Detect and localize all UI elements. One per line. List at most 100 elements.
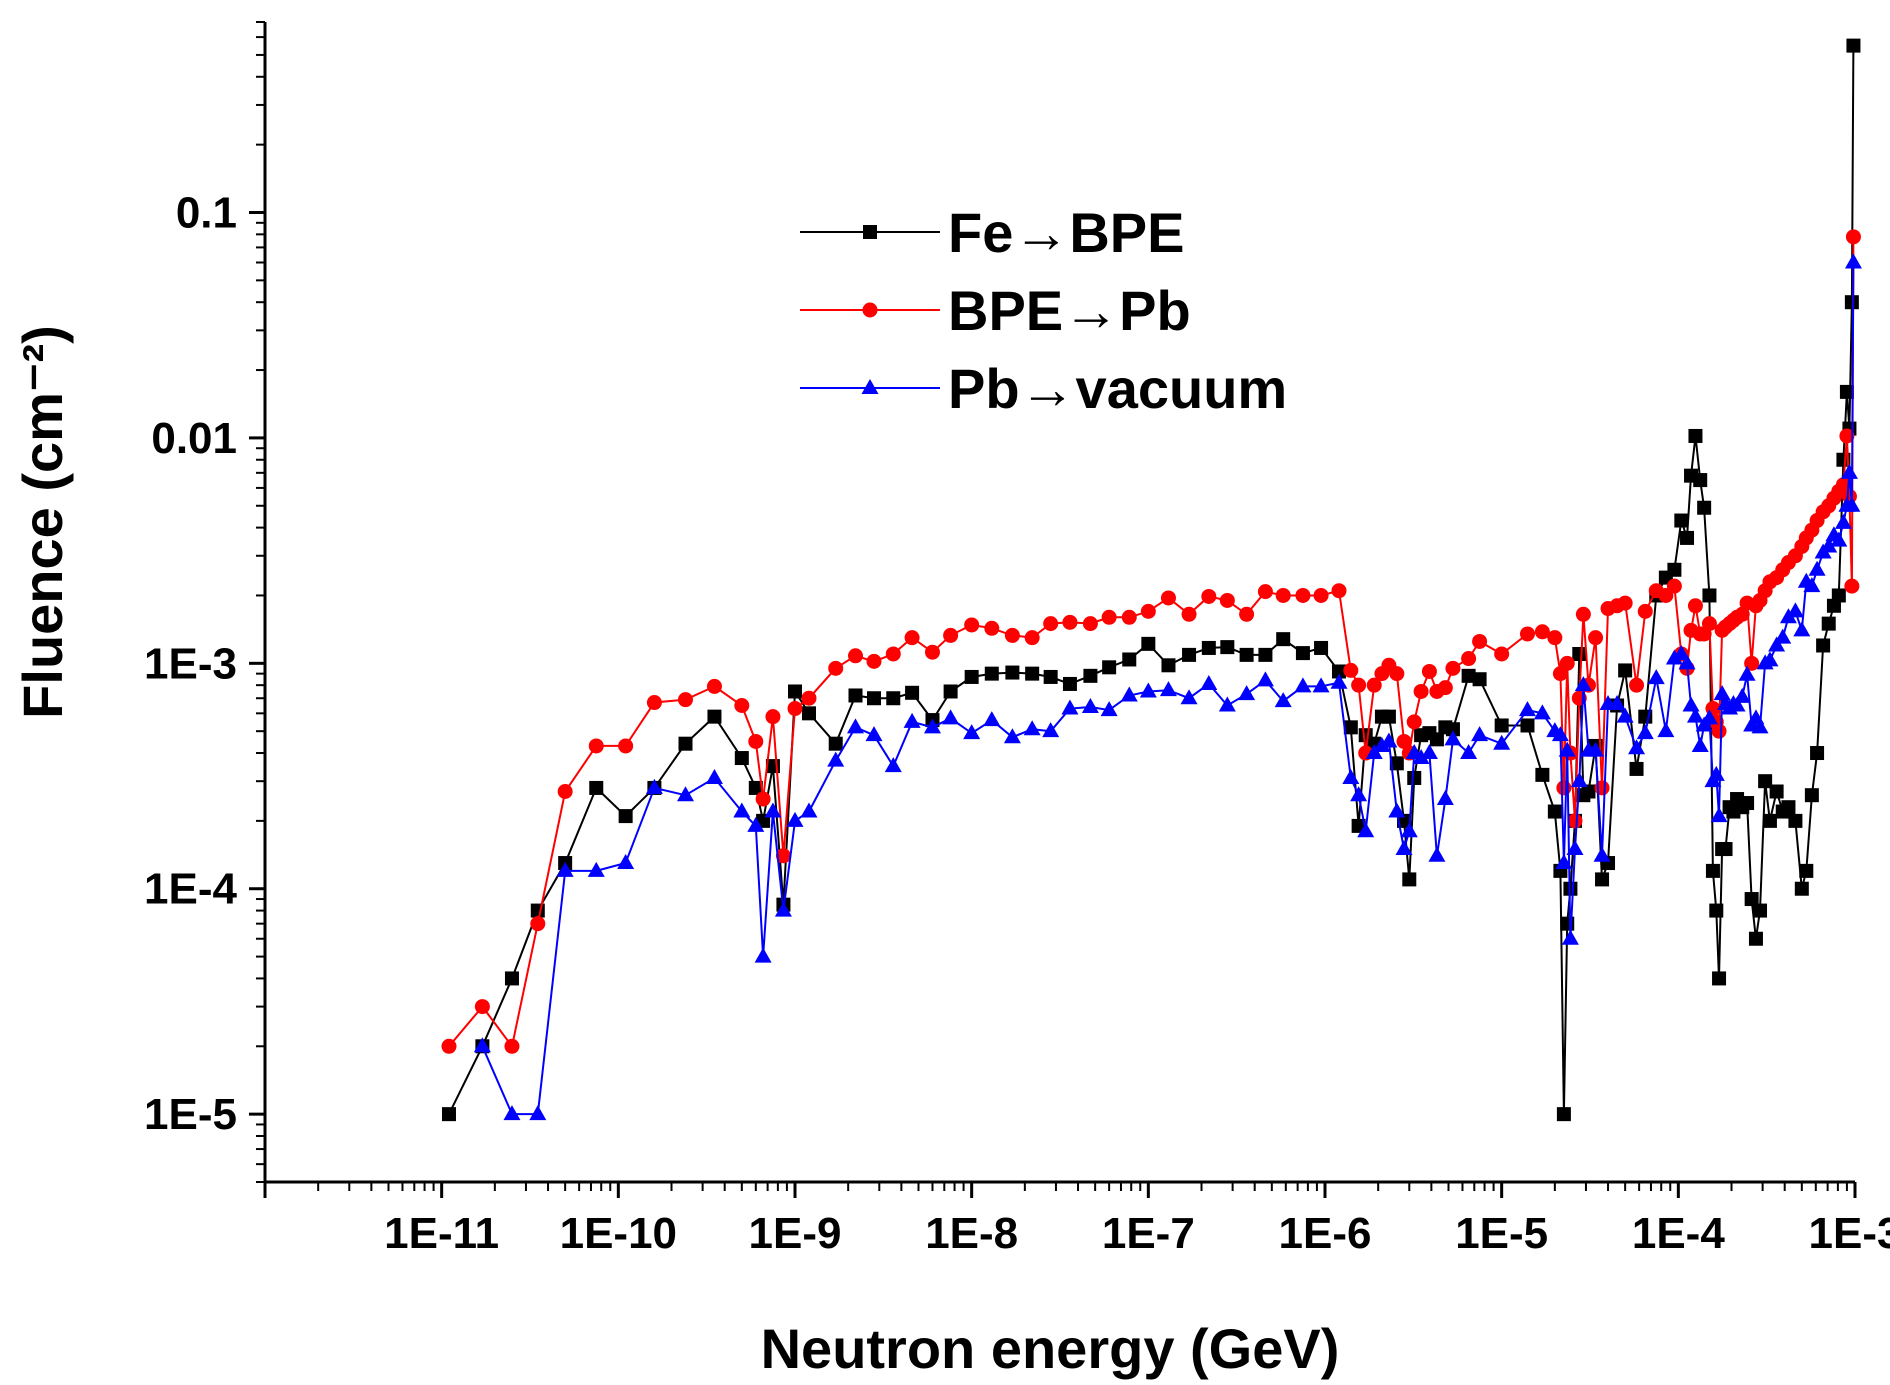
data-point bbox=[1437, 680, 1453, 696]
data-point bbox=[588, 738, 604, 754]
data-point bbox=[1629, 677, 1645, 693]
data-point bbox=[1330, 673, 1348, 689]
data-point bbox=[1412, 749, 1430, 765]
data-point bbox=[984, 666, 999, 681]
data-point bbox=[1494, 718, 1509, 733]
data-point bbox=[678, 692, 694, 708]
data-point bbox=[1593, 846, 1611, 862]
data-point bbox=[1762, 813, 1777, 828]
data-point bbox=[1139, 682, 1157, 698]
data-point bbox=[1672, 644, 1690, 660]
data-point bbox=[774, 901, 792, 917]
data-point bbox=[1740, 796, 1755, 811]
data-point bbox=[1120, 686, 1138, 702]
data-point bbox=[1733, 687, 1751, 703]
data-point bbox=[441, 1038, 457, 1054]
data-point bbox=[1843, 496, 1861, 512]
data-point bbox=[1493, 734, 1511, 750]
data-point bbox=[556, 861, 574, 877]
data-point bbox=[1062, 676, 1077, 691]
data-point bbox=[474, 999, 490, 1015]
data-point bbox=[1667, 562, 1682, 577]
data-point bbox=[1665, 649, 1683, 665]
data-point bbox=[1688, 428, 1703, 443]
x-tick-label: 1E-10 bbox=[560, 1209, 677, 1258]
data-point bbox=[1389, 756, 1404, 771]
data-point bbox=[1628, 739, 1646, 755]
data-point bbox=[1803, 577, 1821, 593]
data-point bbox=[1616, 707, 1634, 723]
data-point bbox=[1712, 971, 1727, 986]
axes-layer: 1E-11 1E-10 1E-9 1E-8 1E-7 1E-6 1E-5 1E-4 1E-3 1E… bbox=[144, 21, 1890, 1258]
data-point bbox=[1519, 626, 1535, 642]
data-point bbox=[1461, 668, 1476, 683]
data-point bbox=[1566, 840, 1584, 856]
data-point bbox=[1831, 588, 1846, 603]
data-point bbox=[865, 726, 883, 742]
data-point bbox=[748, 780, 763, 795]
data-point bbox=[1518, 701, 1536, 717]
data-point bbox=[1445, 660, 1461, 676]
data-point bbox=[1682, 696, 1700, 712]
data-point bbox=[1343, 662, 1359, 678]
data-point bbox=[1820, 537, 1838, 553]
data-point bbox=[1295, 646, 1310, 661]
data-point bbox=[1839, 428, 1855, 444]
data-point bbox=[587, 861, 605, 877]
data-point bbox=[1617, 595, 1633, 611]
data-point bbox=[1181, 606, 1197, 622]
data-point bbox=[1429, 732, 1444, 747]
data-point bbox=[1768, 636, 1786, 652]
data-point bbox=[707, 709, 722, 724]
data-point bbox=[1786, 602, 1804, 618]
data-point bbox=[1686, 707, 1704, 723]
data-point bbox=[1357, 822, 1375, 838]
data-point bbox=[1396, 733, 1412, 749]
data-point bbox=[1350, 786, 1368, 802]
data-point bbox=[765, 709, 781, 725]
data-point bbox=[706, 678, 722, 694]
data-point bbox=[1428, 846, 1446, 862]
x-tick-label: 1E-6 bbox=[1279, 1209, 1372, 1258]
data-point bbox=[1388, 802, 1406, 818]
data-point bbox=[1161, 658, 1176, 673]
data-point bbox=[1062, 614, 1078, 630]
data-point bbox=[1705, 863, 1720, 878]
data-point bbox=[646, 695, 662, 711]
x-tick-label: 1E-11 bbox=[384, 1209, 499, 1258]
data-point bbox=[1083, 668, 1098, 683]
data-point bbox=[801, 706, 816, 721]
data-point bbox=[1595, 872, 1610, 887]
data-point bbox=[1808, 560, 1826, 576]
data-point bbox=[1444, 730, 1462, 746]
data-point bbox=[1821, 616, 1836, 631]
legend-label: Fe→BPE bbox=[948, 201, 1185, 264]
data-point bbox=[1421, 663, 1437, 679]
data-point bbox=[1816, 638, 1831, 653]
data-point bbox=[924, 644, 940, 660]
data-point bbox=[1710, 807, 1728, 823]
data-point bbox=[1691, 736, 1709, 752]
data-point bbox=[1219, 592, 1235, 608]
data-point bbox=[1547, 804, 1562, 819]
data-point bbox=[1844, 253, 1862, 269]
data-point bbox=[1570, 772, 1588, 788]
data-point bbox=[1674, 513, 1689, 528]
data-point bbox=[1023, 720, 1041, 736]
data-point bbox=[589, 780, 604, 795]
y-tick-label: 1E-3 bbox=[144, 639, 237, 688]
data-point bbox=[984, 620, 1000, 636]
data-point bbox=[1636, 724, 1654, 740]
data-point bbox=[1025, 666, 1040, 681]
data-point bbox=[1276, 632, 1291, 647]
data-point bbox=[1713, 685, 1731, 701]
data-point bbox=[1678, 654, 1696, 670]
data-point bbox=[677, 786, 695, 802]
data-point bbox=[886, 691, 901, 706]
data-point bbox=[503, 1105, 521, 1121]
data-point bbox=[1121, 609, 1137, 625]
y-tick-label: 1E-5 bbox=[144, 1090, 237, 1139]
data-point bbox=[504, 1038, 520, 1054]
data-point bbox=[1581, 784, 1596, 799]
